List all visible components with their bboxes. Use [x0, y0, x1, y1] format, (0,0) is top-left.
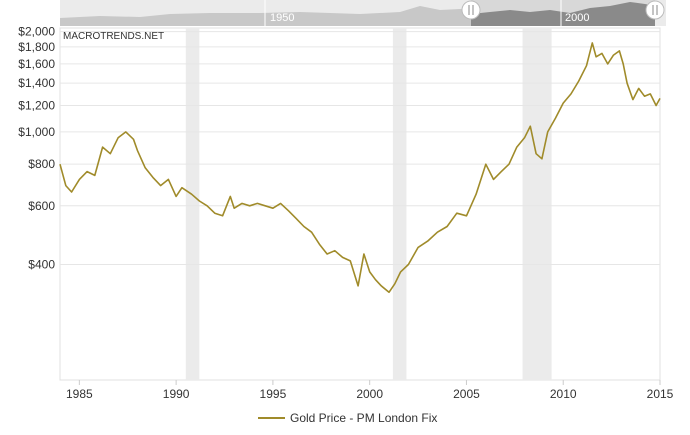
series-line-gold-price [59, 42, 661, 294]
grid-lines [60, 31, 660, 265]
y-tick-label: $2,000 [18, 25, 55, 39]
navigator-label-1950: 1950 [270, 12, 294, 24]
y-tick-label: $800 [28, 157, 55, 171]
x-tick-label: 1995 [260, 387, 287, 401]
legend-label[interactable]: Gold Price - PM London Fix [290, 411, 437, 425]
right-handle-knob[interactable] [645, 0, 665, 20]
left-handle-knob[interactable] [461, 0, 481, 20]
x-tick-label: 1985 [66, 387, 93, 401]
navigator-area-selected [471, 2, 655, 26]
y-tick-label: $400 [28, 257, 55, 271]
x-tick-label: 1990 [163, 387, 190, 401]
watermark: MACROTRENDS.NET [63, 31, 164, 42]
navigator-label-2000: 2000 [565, 12, 589, 24]
plot-area [59, 27, 661, 381]
recession-band [392, 28, 407, 380]
recession-band [522, 28, 552, 380]
x-tick-label: 2010 [550, 387, 577, 401]
y-tick-label: $1,600 [18, 57, 55, 71]
recession-bands [185, 28, 552, 380]
y-tick-label: $1,400 [18, 76, 55, 90]
y-tick-label: $1,000 [18, 125, 55, 139]
recession-band [185, 28, 200, 380]
x-tick-label: 2005 [453, 387, 480, 401]
y-tick-label: $1,200 [18, 98, 55, 112]
y-tick-label: $600 [28, 199, 55, 213]
navigator-right-handle[interactable] [645, 0, 665, 20]
navigator-left-handle[interactable] [461, 0, 481, 20]
x-axis-ticks: 1985 1990 1995 2000 2005 2010 2015 [66, 380, 674, 401]
x-tick-label: 2000 [356, 387, 383, 401]
y-tick-label: $1,800 [18, 40, 55, 54]
range-navigator[interactable]: 1950 2000 [60, 0, 666, 26]
series-lines [59, 42, 661, 294]
x-tick-label: 2015 [647, 387, 674, 401]
legend[interactable]: Gold Price - PM London Fix [258, 411, 437, 425]
y-axis-ticks: $400 $600 $800 $1,000 $1,200 $1,400 $1,600 $1,8… [18, 25, 55, 272]
